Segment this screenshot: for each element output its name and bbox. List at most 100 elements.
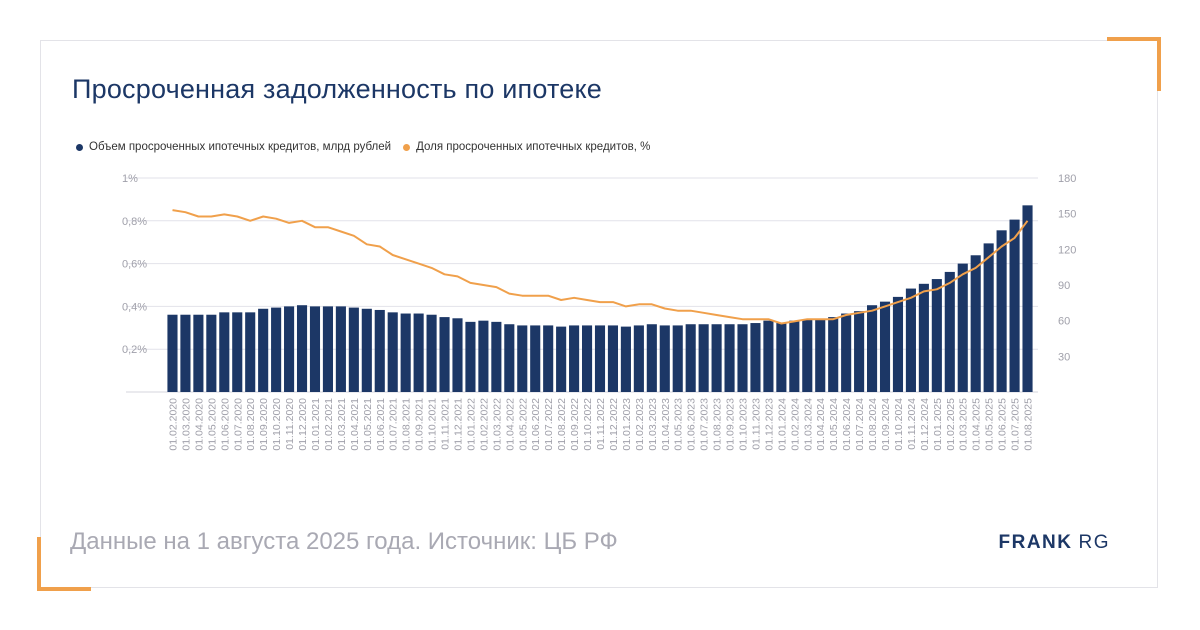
x-tick-label: 01.07.2023 [699,398,711,451]
x-tick-label: 01.03.2020 [180,398,192,451]
bar [646,324,657,392]
x-tick-label: 01.12.2020 [297,398,309,451]
x-tick-label: 01.04.2025 [971,398,983,451]
x-tick-label: 01.07.2021 [388,398,400,451]
y-right-tick-label: 180 [1058,173,1076,185]
x-tick-label: 01.05.2022 [517,398,529,451]
bar [309,306,321,392]
legend-label-volume: Объем просроченных ипотечных кредитов, м… [89,141,392,153]
x-tick-label: 01.11.2021 [440,398,452,450]
bar [879,301,891,392]
x-tick-label: 01.03.2024 [802,398,814,451]
bar [776,323,787,392]
bar [271,307,282,392]
bar [815,319,826,392]
bar [387,312,398,392]
x-tick-label: 01.05.2020 [206,398,218,451]
x-tick-label: 01.02.2025 [945,398,957,451]
bar [478,320,489,392]
y-left-tick-label: 0,2% [122,344,147,356]
bar [828,317,839,392]
bar [1009,219,1020,392]
x-tick-label: 01.07.2024 [854,398,866,451]
bar [698,324,709,392]
y-left-tick-label: 0,4% [122,301,147,313]
bar [413,313,424,392]
x-tick-label: 01.03.2025 [958,398,970,451]
x-tick-label: 01.11.2022 [595,398,607,450]
x-tick-label: 01.03.2021 [336,398,348,451]
x-tick-label: 01.09.2023 [725,398,737,451]
x-tick-label: 01.07.2022 [543,398,555,451]
y-right-tick-label: 90 [1058,280,1070,292]
bar [374,309,385,392]
bar [944,271,955,392]
x-tick-label: 01.08.2024 [867,398,879,451]
x-tick-label: 01.05.2021 [362,398,374,451]
share-line [172,209,1029,325]
bar [504,324,515,392]
bar [530,325,541,392]
x-tick-label: 01.06.2021 [375,398,387,451]
x-tick-label: 01.08.2021 [401,398,413,451]
bar [607,325,619,392]
x-tick-label: 01.06.2024 [841,398,853,451]
x-tick-label: 01.10.2024 [893,398,905,451]
y-left-tick-label: 1% [122,173,138,185]
bar [439,317,450,392]
bar [258,308,269,392]
bar [789,320,800,392]
bar [918,283,929,392]
bar [672,325,683,392]
bar [348,307,359,392]
source-note: Данные на 1 августа 2025 года. Источник:… [70,528,618,555]
x-tick-label: 01.02.2023 [634,398,646,451]
legend-dot-line-icon [403,143,411,151]
x-tick-label: 01.02.2021 [323,398,335,451]
bar [970,255,981,392]
bar [867,305,878,392]
bar [426,314,437,392]
y-right-tick-label: 30 [1058,351,1070,363]
bar [802,319,813,392]
bar [841,313,852,392]
x-tick-label: 01.09.2021 [414,398,426,451]
legend-item-volume: Объем просроченных ипотечных кредитов, м… [76,141,391,153]
bar [219,312,230,392]
bar [361,308,372,392]
corner-accent-top-right [1107,37,1161,91]
x-tick-label: 01.04.2024 [815,398,827,451]
x-tick-label: 01.01.2024 [776,398,788,451]
x-tick-label: 01.04.2020 [193,398,205,451]
bar [750,323,761,392]
bar [569,325,580,392]
y-left-tick-label: 0,6% [122,259,147,271]
bar [193,314,204,392]
bar [685,324,696,392]
bar [633,325,644,392]
legend-label-share: Доля просроченных ипотечных кредитов, % [416,141,651,153]
x-tick-label: 01.01.2025 [932,398,944,451]
x-tick-label: 01.01.2023 [621,398,633,451]
x-tick-label: 01.02.2024 [789,398,801,451]
x-tick-label: 01.09.2020 [258,398,270,451]
brand-part-2: RG [1078,532,1110,553]
bar [1022,205,1033,392]
x-tick-label: 01.07.2020 [232,398,244,451]
x-tick-label: 01.01.2021 [310,398,322,451]
bar [931,279,942,392]
bar [594,325,606,392]
bar [452,318,463,392]
bar [983,243,994,392]
x-tick-label: 01.08.2023 [712,398,724,451]
x-tick-label: 01.04.2021 [349,398,361,451]
x-tick-label: 01.02.2020 [167,398,179,451]
bar [491,321,502,392]
x-tick-label: 01.11.2024 [906,398,918,450]
chart-legend: Объем просроченных ипотечных кредитов, м… [76,141,650,153]
bar [322,306,333,392]
bar [180,314,191,392]
x-tick-label: 01.09.2024 [880,398,892,451]
bar [892,296,904,392]
